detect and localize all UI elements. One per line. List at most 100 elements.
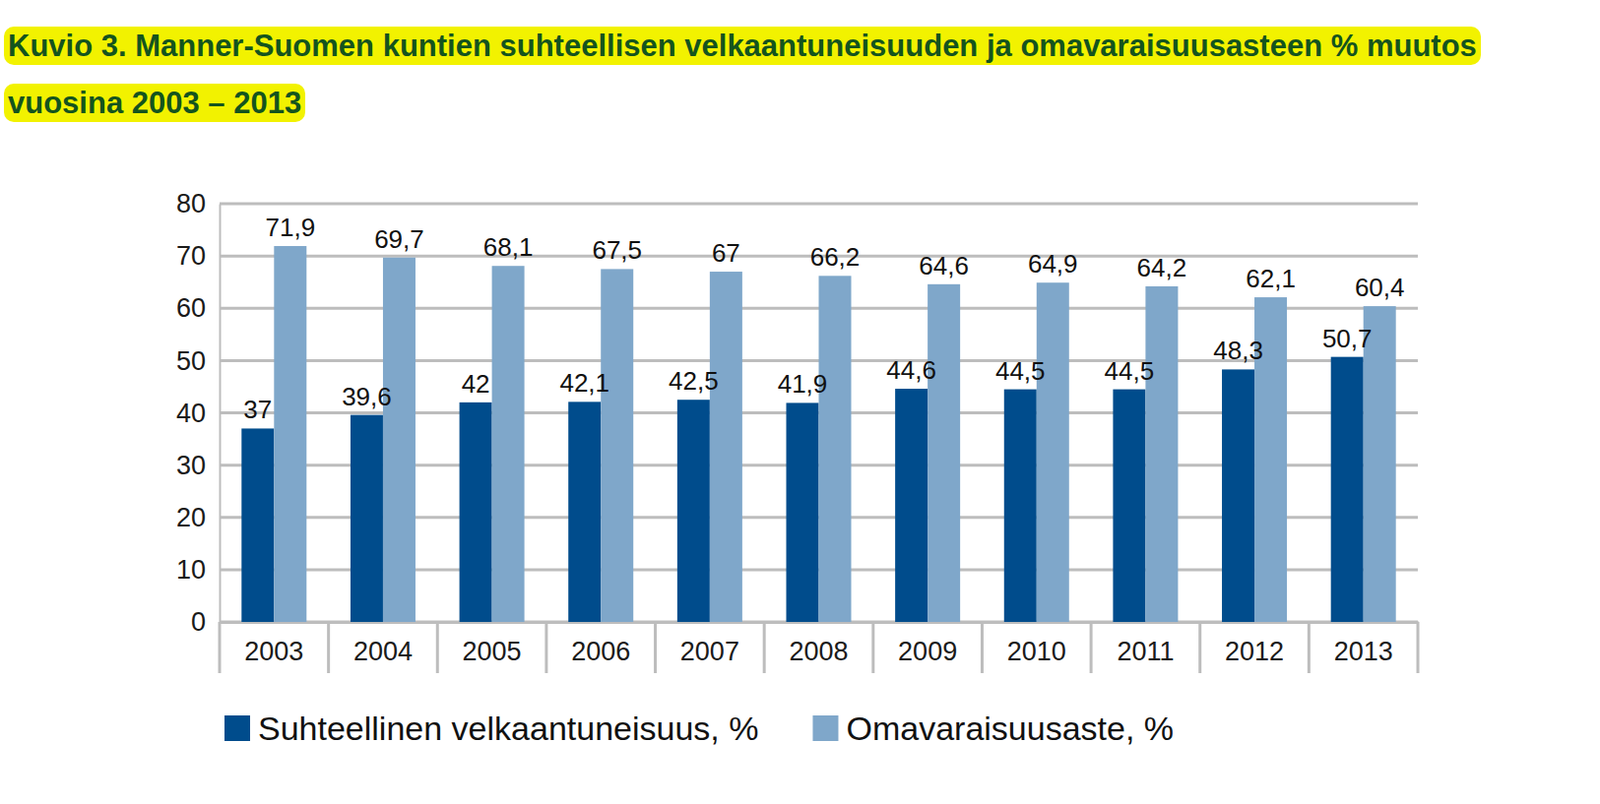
data-label: 64,9 (1027, 249, 1079, 279)
category-separator (653, 622, 657, 674)
bar (1004, 389, 1037, 623)
bar (709, 271, 743, 623)
category-separator (1416, 622, 1420, 674)
category-separator (980, 622, 984, 674)
data-label: 42 (461, 369, 491, 399)
x-tick: 2010 (1007, 622, 1067, 667)
x-tick-label: 2009 (897, 637, 958, 667)
bar (459, 402, 493, 623)
x-tick: 2009 (897, 622, 958, 667)
y-tick: 70 (176, 241, 220, 271)
category-separator (1307, 622, 1311, 674)
x-tick-label: 2008 (788, 637, 848, 667)
data-label: 42,5 (668, 366, 719, 396)
bar (1221, 369, 1255, 623)
x-tick: 2006 (571, 622, 631, 667)
bar (1036, 282, 1070, 623)
x-tick-label: 2010 (1007, 637, 1067, 667)
data-label: 37 (243, 394, 272, 425)
x-tick-label: 2012 (1224, 637, 1284, 667)
data-label: 66,2 (810, 242, 861, 272)
y-tick: 80 (176, 189, 220, 219)
bar (1112, 389, 1146, 623)
y-tick: 60 (176, 293, 220, 323)
y-axis: 0 10 20 30 40 50 60 70 80 (176, 189, 221, 638)
y-tick: 0 (191, 607, 220, 638)
data-label: 62,1 (1245, 263, 1296, 294)
legend-label: Omavaraisuusaste, % (845, 709, 1174, 748)
category-separators (219, 622, 1418, 674)
legend-swatch (812, 715, 838, 742)
y-tick-label: 0 (191, 607, 206, 638)
y-tick-label: 20 (176, 503, 206, 533)
data-label: 39,6 (341, 382, 392, 412)
y-axis-line (219, 204, 222, 624)
bar (819, 275, 852, 623)
legend: Suhteellinen velkaantuneisuus, %Omavarai… (224, 709, 1174, 748)
data-label: 42,1 (559, 368, 610, 398)
y-tick: 30 (176, 450, 220, 481)
y-tick: 10 (176, 555, 220, 585)
x-tick: 2003 (244, 622, 304, 667)
category-separator (544, 622, 548, 674)
x-tick: 2011 (1116, 622, 1174, 667)
bar (677, 399, 710, 623)
y-tick-label: 80 (176, 189, 206, 219)
category-separator (763, 622, 767, 674)
data-label: 64,2 (1137, 253, 1188, 283)
data-label: 68,1 (483, 232, 534, 262)
data-label: 44,5 (1104, 356, 1155, 386)
bar (786, 402, 820, 623)
bar (273, 246, 307, 623)
bars (241, 246, 1396, 623)
bar (241, 428, 274, 623)
x-tick: 2012 (1224, 622, 1284, 667)
y-tick-label: 50 (176, 346, 206, 377)
legend-swatch (224, 715, 251, 742)
x-axis: 2003 2004 2005 2006 2007 2008 2009 2010 2011 2012… (220, 622, 1419, 667)
y-tick-label: 60 (176, 293, 206, 323)
x-tick-label: 2006 (571, 637, 631, 667)
bar (492, 265, 525, 623)
x-tick: 2005 (462, 622, 522, 667)
data-label: 50,7 (1322, 323, 1373, 354)
x-tick: 2008 (788, 622, 848, 667)
bar (1363, 306, 1397, 623)
category-separator (436, 622, 440, 674)
data-label: 69,7 (374, 224, 425, 255)
y-tick-label: 10 (176, 555, 206, 585)
data-label: 67 (711, 238, 741, 268)
grid-line (219, 202, 1418, 206)
bar (350, 415, 384, 623)
category-separator (1198, 622, 1202, 674)
y-tick-label: 30 (176, 450, 206, 481)
y-tick: 40 (176, 398, 220, 429)
x-tick-label: 2011 (1116, 637, 1174, 667)
grid (219, 203, 1418, 623)
data-label: 44,5 (995, 356, 1046, 386)
bar (927, 284, 960, 623)
y-tick-label: 70 (176, 241, 206, 271)
bar (568, 401, 601, 623)
data-label: 41,9 (777, 369, 829, 399)
chart: 0102030405060708020032004200520062007200… (0, 0, 1600, 804)
data-label: 67,5 (591, 235, 642, 265)
data-label: 44,6 (886, 355, 937, 385)
x-tick-label: 2007 (680, 637, 740, 667)
x-tick-label: 2003 (244, 637, 304, 667)
data-label: 64,6 (918, 251, 969, 281)
x-tick-label: 2004 (353, 637, 413, 667)
category-separator (326, 622, 330, 674)
data-label: 60,4 (1354, 272, 1406, 303)
y-tick: 50 (176, 346, 220, 377)
y-tick: 20 (176, 503, 220, 533)
category-separator (1089, 622, 1093, 674)
data-labels: 3739,64242,142,541,944,644,544,548,350,7… (243, 212, 1405, 425)
category-separator (218, 622, 222, 674)
x-tick: 2013 (1334, 622, 1394, 667)
x-tick: 2007 (680, 622, 740, 667)
category-separator (871, 622, 875, 674)
bar (383, 257, 416, 623)
bar (600, 268, 634, 623)
y-tick-label: 40 (176, 398, 206, 429)
